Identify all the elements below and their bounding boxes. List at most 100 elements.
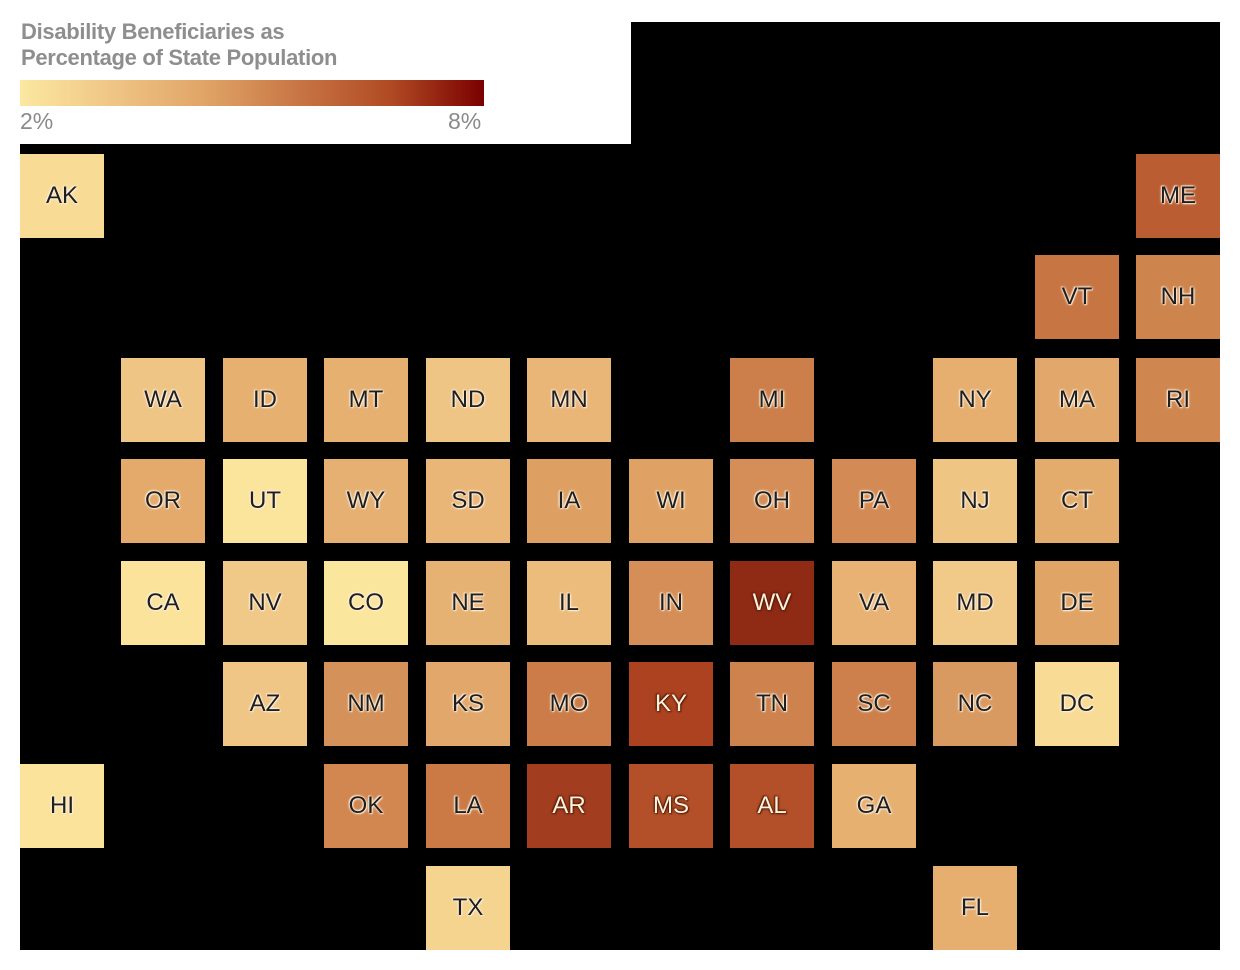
state-label: VT [1061,283,1093,310]
state-tile-ca[interactable]: CA [121,561,205,645]
state-label: DC [1059,690,1095,717]
state-label: IN [659,589,683,616]
state-tile-ms[interactable]: MS [629,764,713,848]
state-tile-ct[interactable]: CT [1035,459,1119,543]
state-tile-md[interactable]: MD [933,561,1017,645]
state-tile-ri[interactable]: RI [1136,358,1220,442]
state-label: MI [758,386,786,413]
legend-min-label: 2% [20,108,54,134]
state-label: CT [1061,487,1093,514]
legend: Disability Beneficiaries as Percentage o… [0,0,631,144]
state-tile-mo[interactable]: MO [527,662,611,746]
state-tile-tn[interactable]: TN [730,662,814,746]
state-tile-ne[interactable]: NE [426,561,510,645]
state-tile-nh[interactable]: NH [1136,255,1220,339]
state-label: WA [144,386,182,413]
state-tile-sd[interactable]: SD [426,459,510,543]
state-label: OH [754,487,790,514]
state-tile-de[interactable]: DE [1035,561,1119,645]
state-label: NY [958,386,992,413]
state-tile-sc[interactable]: SC [832,662,916,746]
state-label: OK [348,792,384,819]
state-label: IA [557,487,581,514]
state-label: WI [656,487,686,514]
state-label: SD [451,487,485,514]
state-tile-tx[interactable]: TX [426,866,510,950]
state-label: WV [752,589,792,616]
state-tile-fl[interactable]: FL [933,866,1017,950]
state-tile-mt[interactable]: MT [324,358,408,442]
state-label: GA [856,792,892,819]
legend-max-label: 8% [448,108,482,134]
state-tile-in[interactable]: IN [629,561,713,645]
state-tile-ma[interactable]: MA [1035,358,1119,442]
state-label: DE [1060,589,1094,616]
state-label: ME [1160,182,1196,209]
state-label: MN [550,386,588,413]
state-label: MO [549,690,589,717]
state-label: VA [858,589,890,616]
state-label: IL [558,589,579,616]
state-tile-co[interactable]: CO [324,561,408,645]
state-tile-ia[interactable]: IA [527,459,611,543]
legend-title-line1: Disability Beneficiaries as [21,19,285,44]
state-tile-nm[interactable]: NM [324,662,408,746]
state-label: NM [347,690,385,717]
state-tile-ks[interactable]: KS [426,662,510,746]
state-label: NV [248,589,282,616]
state-tile-wv[interactable]: WV [730,561,814,645]
state-label: NJ [960,487,990,514]
state-tile-ak[interactable]: AK [20,154,104,238]
state-label: TX [452,894,484,921]
state-tile-ny[interactable]: NY [933,358,1017,442]
state-label: AK [45,182,78,209]
state-tile-id[interactable]: ID [223,358,307,442]
map-background [20,22,1220,950]
state-label: PA [858,487,890,514]
state-tile-ky[interactable]: KY [629,662,713,746]
state-label: KS [451,690,484,717]
state-tile-nv[interactable]: NV [223,561,307,645]
state-tile-va[interactable]: VA [832,561,916,645]
state-label: NH [1160,283,1196,310]
state-label: FL [960,894,989,921]
state-label: CO [348,589,384,616]
state-tile-dc[interactable]: DC [1035,662,1119,746]
state-label: OR [145,487,181,514]
state-tile-me[interactable]: ME [1136,154,1220,238]
state-label: RI [1166,386,1190,413]
state-label: AL [757,792,787,819]
legend-title-line2: Percentage of State Population [21,45,338,70]
legend-gradient-bar [20,80,484,106]
state-tile-ok[interactable]: OK [324,764,408,848]
state-tile-pa[interactable]: PA [832,459,916,543]
state-tile-mi[interactable]: MI [730,358,814,442]
state-label: AR [552,792,586,819]
state-label: ND [450,386,486,413]
state-label: CA [146,589,180,616]
state-tile-nc[interactable]: NC [933,662,1017,746]
state-label: TN [756,690,788,717]
state-tile-wa[interactable]: WA [121,358,205,442]
state-tile-oh[interactable]: OH [730,459,814,543]
state-tile-or[interactable]: OR [121,459,205,543]
state-tile-la[interactable]: LA [426,764,510,848]
state-tile-nj[interactable]: NJ [933,459,1017,543]
state-label: UT [249,487,281,514]
state-tile-nd[interactable]: ND [426,358,510,442]
state-label: KY [654,690,687,717]
state-tile-wi[interactable]: WI [629,459,713,543]
legend-title: Disability Beneficiaries as Percentage o… [21,19,621,71]
state-tile-az[interactable]: AZ [223,662,307,746]
state-tile-al[interactable]: AL [730,764,814,848]
state-tile-hi[interactable]: HI [20,764,104,848]
state-label: SC [857,690,891,717]
state-tile-ar[interactable]: AR [527,764,611,848]
state-label: WY [346,487,386,514]
state-tile-ga[interactable]: GA [832,764,916,848]
state-tile-mn[interactable]: MN [527,358,611,442]
state-tile-vt[interactable]: VT [1035,255,1119,339]
state-tile-wy[interactable]: WY [324,459,408,543]
state-tile-il[interactable]: IL [527,561,611,645]
state-tile-ut[interactable]: UT [223,459,307,543]
